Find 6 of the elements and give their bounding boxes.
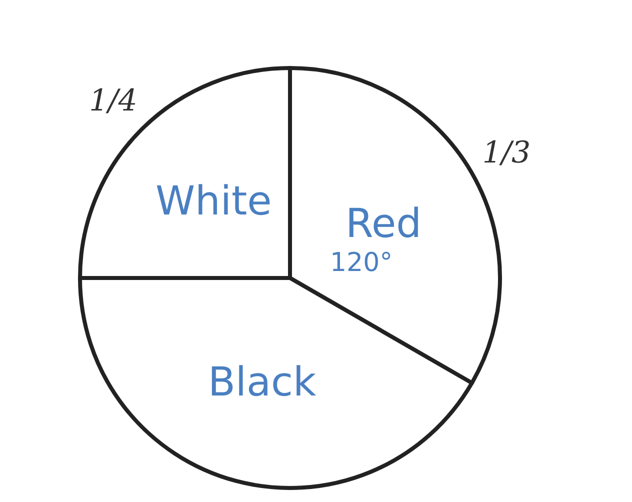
slice-label: Red xyxy=(346,200,422,247)
slice-label: White xyxy=(155,178,272,225)
data-label: 1/3 xyxy=(482,135,531,170)
data-label: 1/4 xyxy=(89,84,138,119)
text: 120° xyxy=(330,248,393,278)
slice-label: Black xyxy=(208,359,317,406)
